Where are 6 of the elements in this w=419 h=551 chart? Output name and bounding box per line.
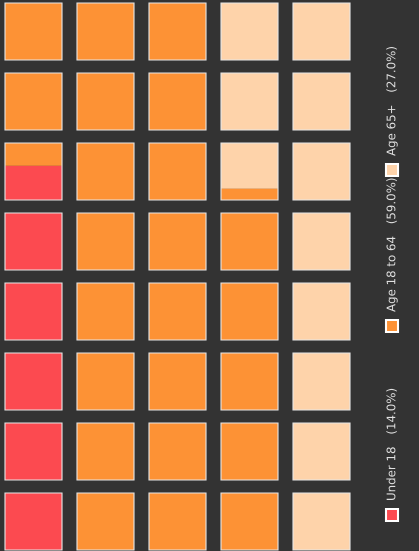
data-label: (14.0%) — [386, 388, 397, 434]
category-label: Age 18 to 64 — [386, 236, 398, 312]
category-label: Age 65+ — [386, 106, 398, 156]
data-label: (27.0%) — [386, 47, 397, 92]
data-label: (59.0%) — [386, 178, 397, 224]
category-label: Under 18 — [386, 447, 396, 500]
